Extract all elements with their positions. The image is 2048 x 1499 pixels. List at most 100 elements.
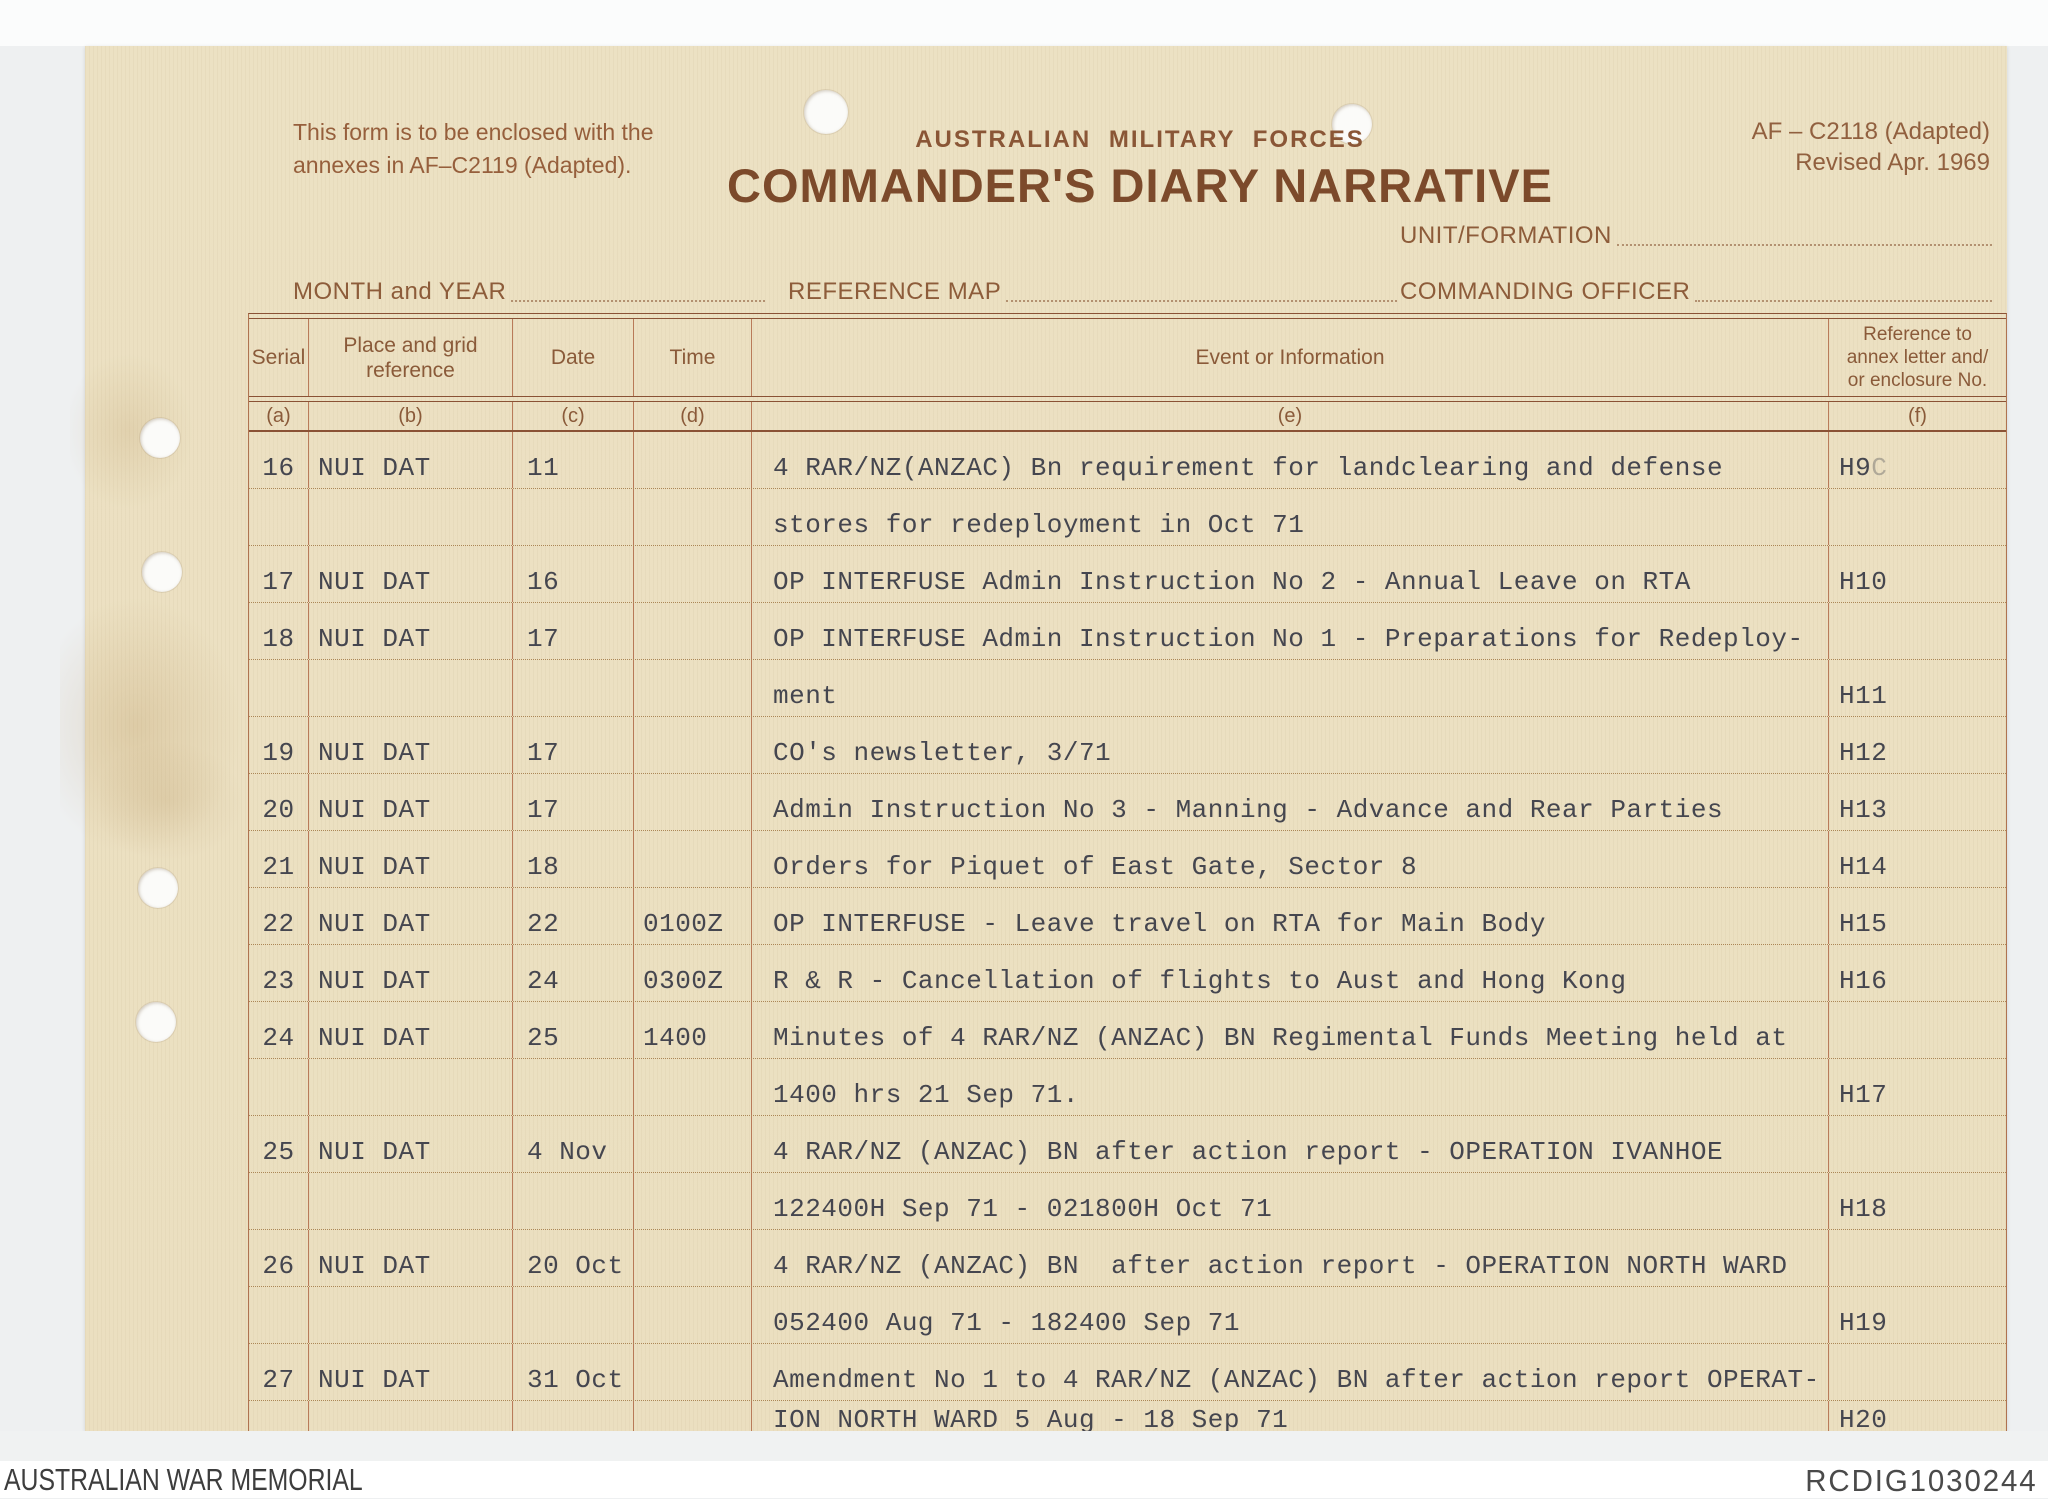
- serial-cell: [249, 1173, 309, 1229]
- date-cell: 31 Oct: [513, 1344, 634, 1400]
- event-cell: Admin Instruction No 3 - Manning - Advan…: [752, 774, 1829, 830]
- date-cell: 24: [513, 945, 634, 1001]
- event-cell: ION NORTH WARD 5 Aug - 18 Sep 71: [752, 1401, 1829, 1437]
- punch-hole: [804, 90, 848, 134]
- annex-ref-cell: H20: [1839, 1405, 1888, 1435]
- month-year-field: MONTH and YEAR: [293, 278, 765, 306]
- header-annex-ref: Reference to annex letter and/ or enclos…: [1846, 324, 1989, 391]
- table-row: stores for redeployment in Oct 71: [249, 489, 2006, 546]
- date-cell: 25: [513, 1002, 634, 1058]
- serial-cell: 17: [249, 546, 309, 602]
- table-row: 052400 Aug 71 - 182400 Sep 71 H19: [249, 1287, 2006, 1344]
- paper-stain: [100, 736, 250, 866]
- punch-hole: [138, 868, 178, 908]
- serial-cell: [249, 489, 309, 545]
- annex-ref-cell: H18: [1839, 1194, 1888, 1224]
- header-place: Place and grid reference: [309, 319, 513, 396]
- double-rule: [249, 397, 2006, 402]
- date-cell: 11: [513, 432, 634, 488]
- date-cell: 17: [513, 774, 634, 830]
- table-row: ION NORTH WARD 5 Aug - 18 Sep 71 H20: [249, 1401, 2006, 1437]
- date-cell: [513, 1059, 634, 1115]
- serial-cell: 20: [249, 774, 309, 830]
- date-cell: [513, 1401, 634, 1437]
- scanner-bottom-margin: [0, 1431, 2048, 1461]
- annex-ref-cell: [1829, 1344, 2006, 1400]
- subheader-b: (b): [309, 402, 513, 430]
- serial-cell: 25: [249, 1116, 309, 1172]
- serial-cell: [249, 660, 309, 716]
- reference-map-label: REFERENCE MAP: [788, 278, 1002, 305]
- time-cell: 1400: [634, 1002, 752, 1058]
- date-cell: 20 Oct: [513, 1230, 634, 1286]
- dotted-fill-line: [1006, 298, 1397, 302]
- dotted-fill-line: [1616, 242, 1992, 246]
- date-cell: [513, 1173, 634, 1229]
- serial-cell: 16: [249, 432, 309, 488]
- place-cell: [309, 1173, 513, 1229]
- org-heading: AUSTRALIAN MILITARY FORCES: [915, 126, 1365, 153]
- form-paper: This form is to be enclosed with the ann…: [60, 46, 2007, 1437]
- annex-ref-cell: [1829, 603, 2006, 659]
- time-cell: [634, 432, 752, 488]
- enclosure-note: This form is to be enclosed with the ann…: [293, 116, 833, 182]
- place-cell: [309, 1059, 513, 1115]
- event-cell: 4 RAR/NZ (ANZAC) BN after action report …: [752, 1116, 1829, 1172]
- table-row: ment H11: [249, 660, 2006, 717]
- event-cell: 4 RAR/NZ(ANZAC) Bn requirement for landc…: [752, 432, 1829, 488]
- punch-hole: [136, 1002, 176, 1042]
- annex-ref-ghost: C: [1871, 453, 1888, 483]
- commanding-officer-field: COMMANDING OFFICER: [1400, 278, 1992, 306]
- date-cell: 17: [513, 603, 634, 659]
- serial-cell: 18: [249, 603, 309, 659]
- time-cell: [634, 1059, 752, 1115]
- time-cell: [634, 1401, 752, 1437]
- annex-ref: H9: [1839, 453, 1872, 483]
- event-cell: Orders for Piquet of East Gate, Sector 8: [752, 831, 1829, 887]
- date-cell: 18: [513, 831, 634, 887]
- enclosure-note-line2: annexes in AF–C2119 (Adapted).: [293, 152, 632, 178]
- time-cell: [634, 1173, 752, 1229]
- date-cell: 22: [513, 888, 634, 944]
- subheader-e: (e): [752, 402, 1829, 430]
- serial-cell: 26: [249, 1230, 309, 1286]
- annex-ref-cell: H10: [1839, 567, 1888, 597]
- place-cell: NUI DAT: [309, 546, 513, 602]
- subheader-d: (d): [634, 402, 752, 430]
- header-date: Date: [513, 319, 634, 396]
- table-row: 122400H Sep 71 - 021800H Oct 71 H18: [249, 1173, 2006, 1230]
- form-number-block: AF – C2118 (Adapted) Revised Apr. 1969: [1500, 116, 1990, 178]
- record-id: RCDIG1030244: [1805, 1463, 2038, 1498]
- serial-cell: 21: [249, 831, 309, 887]
- serial-cell: 22: [249, 888, 309, 944]
- table-row: 1400 hrs 21 Sep 71. H17: [249, 1059, 2006, 1116]
- table-row: 23 NUI DAT 24 0300Z R & R - Cancellation…: [249, 945, 2006, 1002]
- punch-hole: [140, 418, 180, 458]
- reference-map-field: REFERENCE MAP: [788, 278, 1397, 306]
- table-row: 24 NUI DAT 25 1400 Minutes of 4 RAR/NZ (…: [249, 1002, 2006, 1059]
- annex-ref-cell: H14: [1839, 852, 1888, 882]
- event-cell: 4 RAR/NZ (ANZAC) BN after action report …: [752, 1230, 1829, 1286]
- place-cell: NUI DAT: [309, 1116, 513, 1172]
- paper-stain: [60, 586, 250, 866]
- annex-ref-cell: [1829, 1230, 2006, 1286]
- date-cell: [513, 660, 634, 716]
- annex-ref-cell: H19: [1839, 1308, 1888, 1338]
- commanding-officer-label: COMMANDING OFFICER: [1400, 278, 1691, 305]
- time-cell: [634, 660, 752, 716]
- serial-cell: 19: [249, 717, 309, 773]
- time-cell: [634, 831, 752, 887]
- table-row: 18 NUI DAT 17 OP INTERFUSE Admin Instruc…: [249, 603, 2006, 660]
- event-cell: stores for redeployment in Oct 71: [752, 489, 1829, 545]
- table-row: 25 NUI DAT 4 Nov 4 RAR/NZ (ANZAC) BN aft…: [249, 1116, 2006, 1173]
- serial-cell: 27: [249, 1344, 309, 1400]
- table-row: 22 NUI DAT 22 0100Z OP INTERFUSE - Leave…: [249, 888, 2006, 945]
- form-number: AF – C2118 (Adapted): [1751, 118, 1990, 145]
- subheader-a: (a): [249, 402, 309, 430]
- time-cell: [634, 717, 752, 773]
- table-header-row: Serial Place and grid reference Date Tim…: [249, 319, 2006, 397]
- punch-hole: [142, 552, 182, 592]
- annex-ref-cell: H9 C: [1829, 432, 2006, 488]
- table-row: 26 NUI DAT 20 Oct 4 RAR/NZ (ANZAC) BN af…: [249, 1230, 2006, 1287]
- place-cell: NUI DAT: [309, 888, 513, 944]
